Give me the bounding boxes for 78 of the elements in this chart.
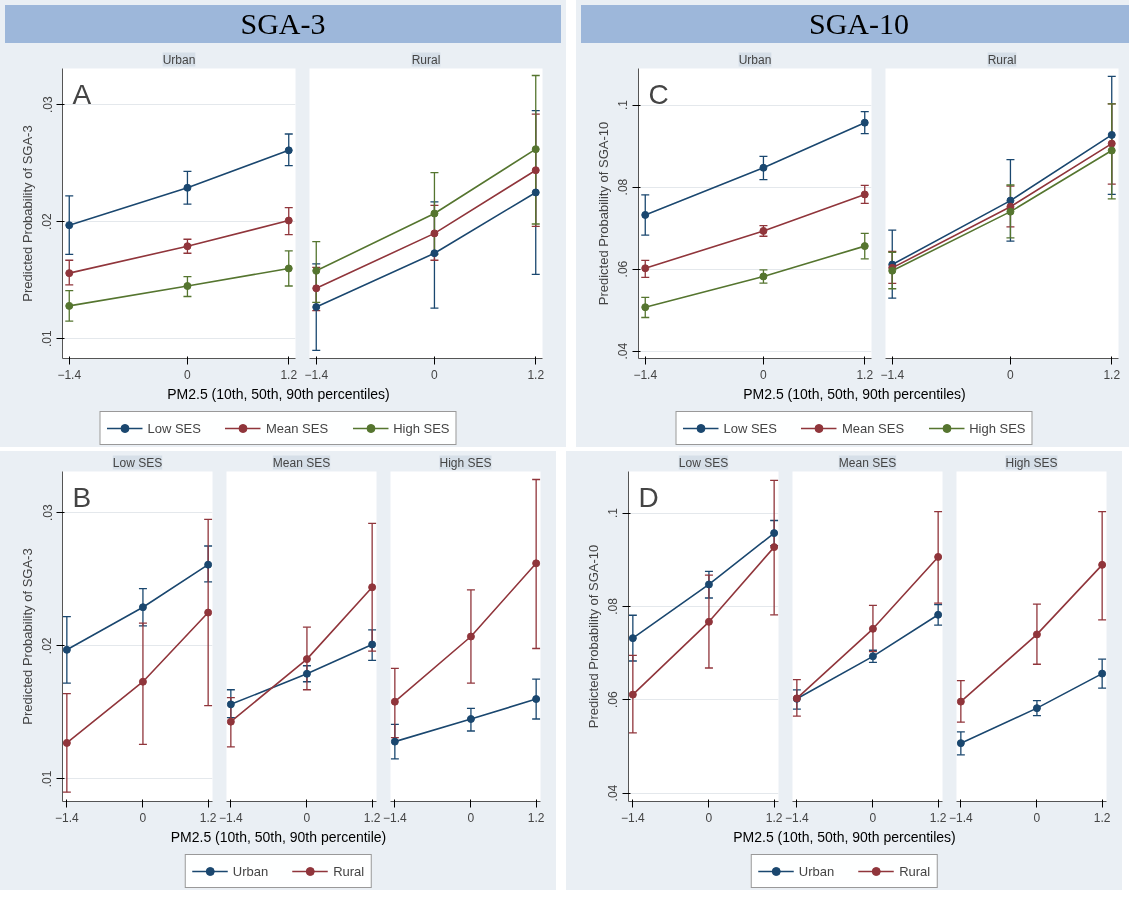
x-tick-label: 1.2 bbox=[929, 810, 947, 825]
chart-title: Mean SES bbox=[838, 455, 897, 470]
chart-title: Rural bbox=[411, 52, 441, 67]
x-tick-label: −1.4 bbox=[57, 367, 82, 382]
x-tick-label: 0 bbox=[184, 367, 192, 382]
x-tick-label: 0 bbox=[431, 367, 439, 382]
y-tick-label: .04 bbox=[606, 784, 621, 802]
chart-title: Low SES bbox=[112, 455, 163, 470]
chart-subtitle: SGA-10 bbox=[808, 6, 909, 42]
legend-label: Mean SES bbox=[265, 420, 329, 436]
x-tick-label: −1.4 bbox=[304, 367, 329, 382]
x-tick-label: 1.2 bbox=[765, 810, 783, 825]
y-axis-title: Predicted Probability of SGA-3 bbox=[19, 125, 35, 302]
legend-label: Urban bbox=[232, 863, 269, 879]
x-tick-label: 1.2 bbox=[199, 810, 217, 825]
x-tick-label: −1.4 bbox=[633, 367, 658, 382]
x-tick-label: 1.2 bbox=[363, 810, 381, 825]
x-axis-title: PM2.5 (10th, 50th, 90th percentiles) bbox=[733, 829, 956, 846]
chart-title: Mean SES bbox=[272, 455, 331, 470]
legend-label: Rural bbox=[333, 863, 365, 879]
y-tick-label: .03 bbox=[40, 504, 55, 522]
y-tick-label: .08 bbox=[616, 178, 631, 196]
legend-label: Low SES bbox=[147, 420, 201, 436]
annotation: A bbox=[72, 78, 92, 110]
legend-label: Low SES bbox=[723, 420, 777, 436]
annotation: C bbox=[648, 78, 669, 110]
y-tick-label: .01 bbox=[40, 329, 55, 347]
x-tick-label: 0 bbox=[1007, 367, 1015, 382]
x-tick-label: −1.4 bbox=[383, 810, 408, 825]
chart-title: High SES bbox=[439, 455, 492, 470]
legend-label: High SES bbox=[393, 420, 450, 436]
y-tick-label: .06 bbox=[616, 260, 631, 278]
legend-label: Rural bbox=[899, 863, 931, 879]
x-tick-label: 1.2 bbox=[527, 367, 545, 382]
y-axis-title: Predicted Probability of SGA-3 bbox=[19, 548, 35, 725]
x-tick-label: 0 bbox=[1033, 810, 1041, 825]
y-tick-label: .02 bbox=[40, 213, 55, 231]
x-tick-label: 1.2 bbox=[1103, 367, 1121, 382]
x-tick-label: 0 bbox=[139, 810, 147, 825]
legend-label: Urban bbox=[798, 863, 835, 879]
y-tick-label: .01 bbox=[40, 770, 55, 788]
x-axis-title: PM2.5 (10th, 50th, 90th percentiles) bbox=[167, 386, 390, 403]
chart-title: Low SES bbox=[678, 455, 729, 470]
y-tick-label: .1 bbox=[606, 507, 621, 519]
y-tick-label: .02 bbox=[40, 637, 55, 655]
y-axis-title: Predicted Probability of SGA-10 bbox=[585, 544, 601, 729]
x-tick-label: 0 bbox=[869, 810, 877, 825]
x-tick-label: 1.2 bbox=[280, 367, 298, 382]
legend-label: Mean SES bbox=[841, 420, 905, 436]
chart-title: High SES bbox=[1005, 455, 1058, 470]
annotation: D bbox=[638, 481, 659, 513]
x-tick-label: 1.2 bbox=[527, 810, 545, 825]
x-tick-label: −1.4 bbox=[949, 810, 974, 825]
x-tick-label: 0 bbox=[467, 810, 475, 825]
y-tick-label: .03 bbox=[40, 96, 55, 114]
y-tick-label: .1 bbox=[616, 99, 631, 111]
x-tick-label: 1.2 bbox=[1093, 810, 1111, 825]
x-tick-label: −1.4 bbox=[785, 810, 810, 825]
x-axis-title: PM2.5 (10th, 50th, 90th percentile) bbox=[170, 829, 387, 846]
x-axis-title: PM2.5 (10th, 50th, 90th percentiles) bbox=[743, 386, 966, 403]
x-tick-label: 0 bbox=[760, 367, 768, 382]
x-tick-label: 0 bbox=[303, 810, 311, 825]
x-tick-label: −1.4 bbox=[219, 810, 244, 825]
x-tick-label: 0 bbox=[705, 810, 713, 825]
annotation: B bbox=[72, 481, 92, 513]
chart-title: Urban bbox=[162, 52, 196, 67]
x-tick-label: −1.4 bbox=[880, 367, 905, 382]
chart-subtitle: SGA-3 bbox=[240, 6, 326, 42]
x-tick-label: 1.2 bbox=[856, 367, 874, 382]
chart-title: Urban bbox=[738, 52, 772, 67]
y-axis-title: Predicted Probability of SGA-10 bbox=[595, 121, 611, 306]
x-tick-label: −1.4 bbox=[621, 810, 646, 825]
chart-title: Rural bbox=[987, 52, 1017, 67]
y-tick-label: .06 bbox=[606, 691, 621, 709]
x-tick-label: −1.4 bbox=[55, 810, 80, 825]
legend-label: High SES bbox=[969, 420, 1026, 436]
y-tick-label: .04 bbox=[616, 342, 631, 360]
y-tick-label: .08 bbox=[606, 597, 621, 615]
